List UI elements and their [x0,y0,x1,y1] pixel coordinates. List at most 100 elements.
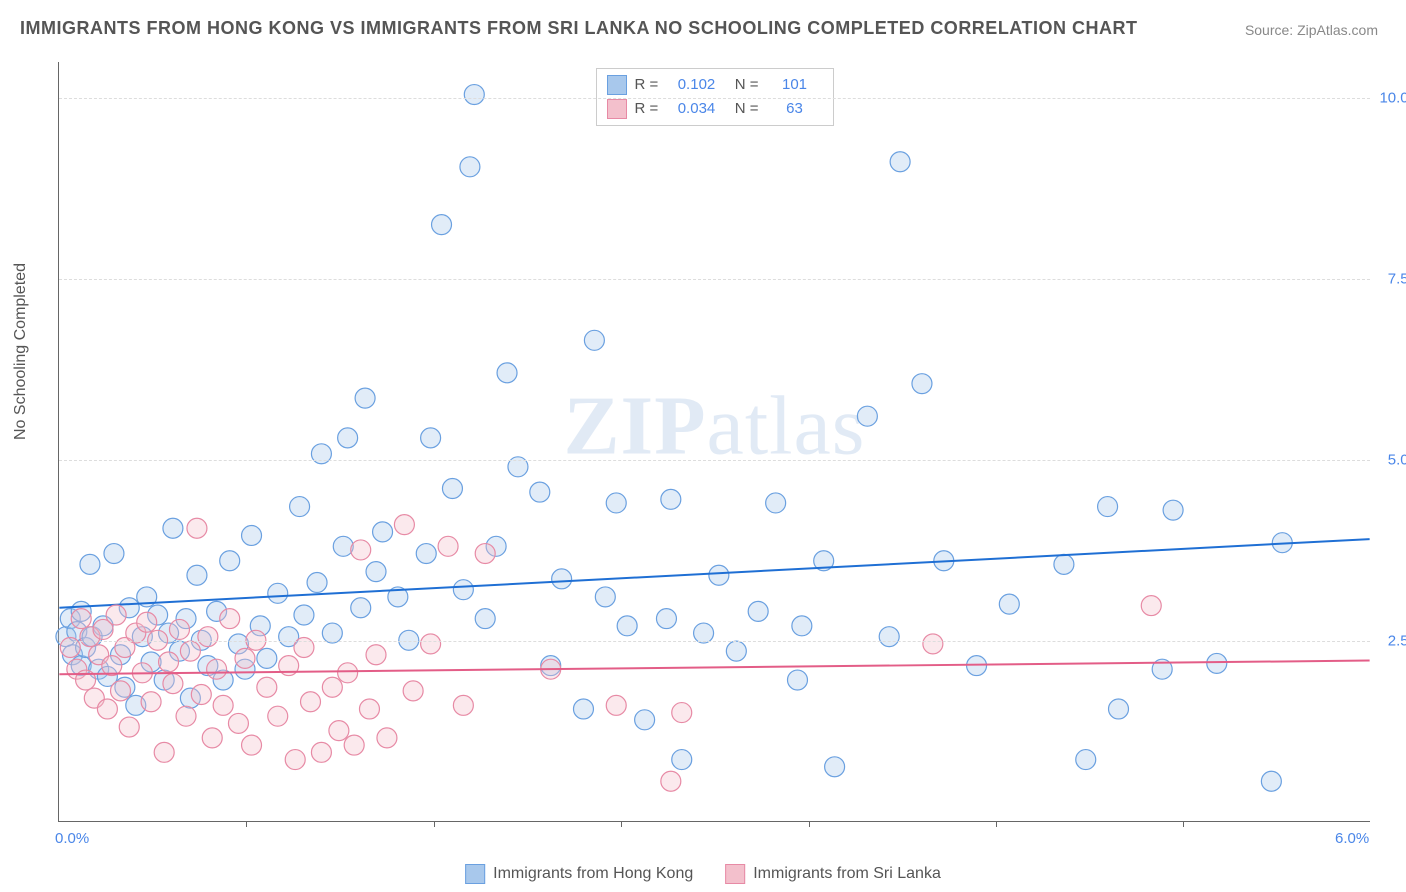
x-minor-tick [996,821,997,827]
data-point [137,612,157,632]
x-minor-tick [621,821,622,827]
data-point [311,742,331,762]
x-minor-tick [1183,821,1184,827]
data-point [912,374,932,394]
x-minor-tick [434,821,435,827]
data-point [322,677,342,697]
data-point [421,428,441,448]
data-point [497,363,517,383]
data-point [97,699,117,719]
data-point [694,623,714,643]
data-point [285,750,305,770]
legend-n-value: 101 [767,73,823,97]
data-point [766,493,786,513]
data-point [220,609,240,629]
legend-r-value: 0.034 [669,97,725,121]
data-point [338,428,358,448]
legend-stats: R =0.102N =101R =0.034N =63 [596,68,834,126]
data-point [198,627,218,647]
legend-swatch [725,864,745,884]
grid-line [59,98,1370,99]
data-point [1141,596,1161,616]
data-point [268,583,288,603]
y-axis-label: No Schooling Completed [12,263,30,440]
data-point [301,692,321,712]
data-point [202,728,222,748]
data-point [351,540,371,560]
y-tick-label: 2.5% [1388,633,1406,650]
legend-swatch [607,75,627,95]
data-point [617,616,637,636]
data-point [176,706,196,726]
legend-stat-row: R =0.102N =101 [607,73,823,97]
data-point [141,692,161,712]
y-tick-label: 7.5% [1388,271,1406,288]
legend-swatch [607,99,627,119]
data-point [213,695,233,715]
y-tick-label: 10.0% [1379,90,1406,107]
data-point [242,735,262,755]
data-point [825,757,845,777]
data-point [999,594,1019,614]
data-point [333,536,353,556]
grid-line [59,279,1370,280]
data-point [464,85,484,105]
legend-stat-row: R =0.034N =63 [607,97,823,121]
data-point [1261,771,1281,791]
y-tick-label: 5.0% [1388,452,1406,469]
legend-n-value: 63 [767,97,823,121]
x-tick-label: 0.0% [55,830,89,847]
data-point [672,703,692,723]
data-point [351,598,371,618]
data-point [394,515,414,535]
data-point [475,544,495,564]
data-point [257,677,277,697]
data-point [119,717,139,737]
legend-r-value: 0.102 [669,73,725,97]
data-point [1076,750,1096,770]
data-point [228,713,248,733]
data-point [460,157,480,177]
data-point [438,536,458,556]
data-point [923,634,943,654]
data-point [661,489,681,509]
data-point [154,742,174,762]
data-point [102,656,122,676]
data-point [207,659,227,679]
data-point [159,652,179,672]
data-point [890,152,910,172]
data-point [242,525,262,545]
data-point [442,478,462,498]
data-point [257,648,277,668]
data-point [595,587,615,607]
chart-title: IMMIGRANTS FROM HONG KONG VS IMMIGRANTS … [20,18,1137,39]
data-point [661,771,681,791]
data-point [1207,653,1227,673]
data-point [432,215,452,235]
data-point [879,627,899,647]
data-point [366,562,386,582]
data-point [329,721,349,741]
legend-n-label: N = [733,97,759,121]
data-point [111,681,131,701]
data-point [338,663,358,683]
data-point [290,497,310,517]
legend-item: Immigrants from Hong Kong [465,864,693,884]
source-link[interactable]: ZipAtlas.com [1297,22,1378,38]
data-point [366,645,386,665]
data-point [235,648,255,668]
data-point [294,605,314,625]
data-point [187,518,207,538]
trend-line [59,539,1369,608]
data-point [104,544,124,564]
data-point [344,735,364,755]
data-point [792,616,812,636]
data-point [220,551,240,571]
x-tick-label: 6.0% [1335,830,1369,847]
grid-line [59,641,1370,642]
data-point [80,554,100,574]
data-point [359,699,379,719]
data-point [191,685,211,705]
data-point [672,750,692,770]
data-point [857,406,877,426]
